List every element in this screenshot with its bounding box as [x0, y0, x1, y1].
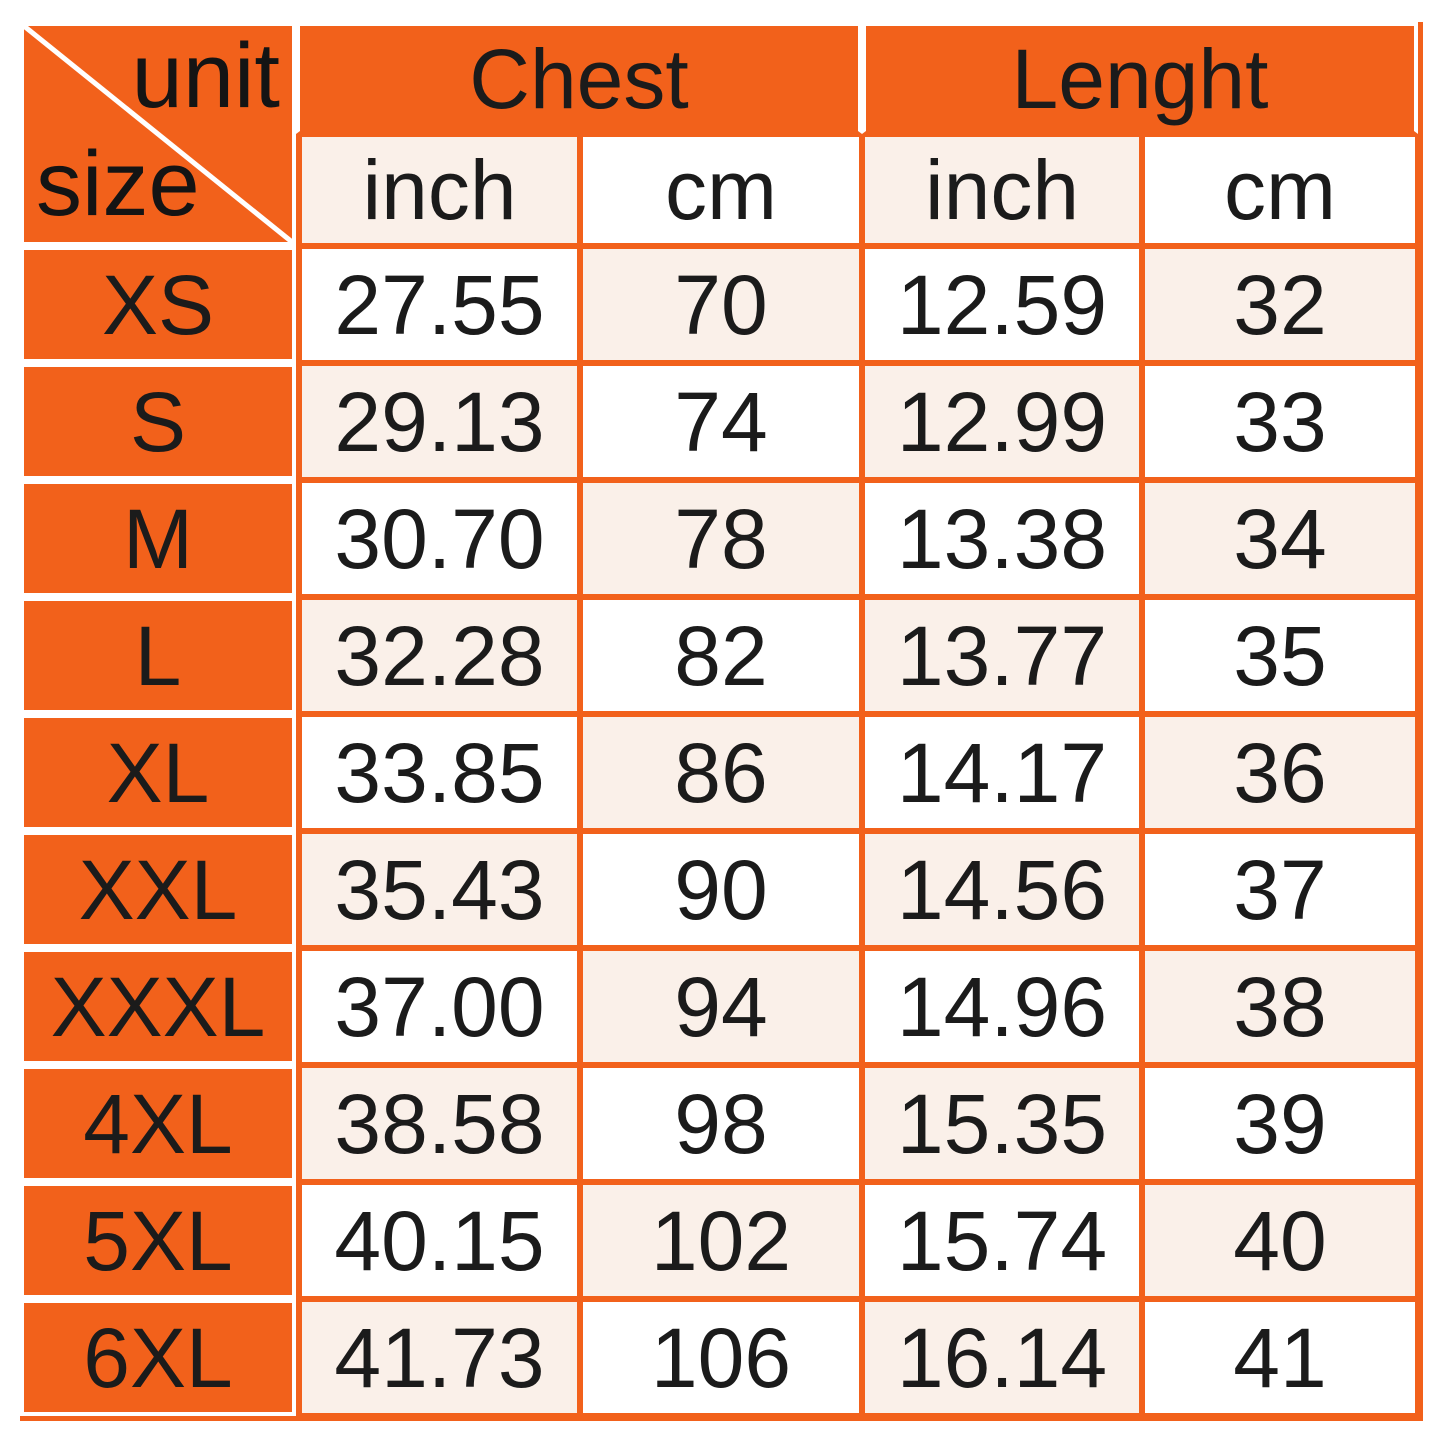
- size-row-label: S: [20, 363, 296, 480]
- data-cell: 94: [580, 948, 862, 1065]
- data-cell: 16.14: [862, 1299, 1142, 1416]
- unit-header-lenght-inch: inch: [862, 134, 1142, 246]
- data-cell: 38.58: [296, 1065, 580, 1182]
- data-cell: 35.43: [296, 831, 580, 948]
- data-cell: 15.35: [862, 1065, 1142, 1182]
- data-cell: 34: [1142, 480, 1418, 597]
- data-cell: 41: [1142, 1299, 1418, 1416]
- data-cell: 40: [1142, 1182, 1418, 1299]
- data-cell: 14.17: [862, 714, 1142, 831]
- unit-header-lenght-cm: cm: [1142, 134, 1418, 246]
- data-cell: 39: [1142, 1065, 1418, 1182]
- data-cell: 32.28: [296, 597, 580, 714]
- data-cell: 37.00: [296, 948, 580, 1065]
- size-chart-table: unit size Chest Lenght inch cm inch cm X…: [20, 22, 1423, 1421]
- data-cell: 78: [580, 480, 862, 597]
- data-cell: 70: [580, 246, 862, 363]
- data-cell: 106: [580, 1299, 862, 1416]
- data-cell: 74: [580, 363, 862, 480]
- corner-cell: unit size: [20, 22, 296, 246]
- size-row-label: L: [20, 597, 296, 714]
- data-cell: 12.59: [862, 246, 1142, 363]
- data-cell: 33.85: [296, 714, 580, 831]
- data-cell: 37: [1142, 831, 1418, 948]
- data-cell: 14.56: [862, 831, 1142, 948]
- corner-unit-label: unit: [131, 25, 280, 127]
- data-cell: 98: [580, 1065, 862, 1182]
- size-row-label: XS: [20, 246, 296, 363]
- data-cell: 102: [580, 1182, 862, 1299]
- corner-size-label: size: [36, 133, 200, 235]
- data-cell: 29.13: [296, 363, 580, 480]
- data-cell: 32: [1142, 246, 1418, 363]
- data-cell: 14.96: [862, 948, 1142, 1065]
- data-cell: 36: [1142, 714, 1418, 831]
- data-cell: 82: [580, 597, 862, 714]
- unit-header-chest-cm: cm: [580, 134, 862, 246]
- data-cell: 90: [580, 831, 862, 948]
- size-row-label: M: [20, 480, 296, 597]
- column-group-chest: Chest: [296, 22, 862, 134]
- data-cell: 40.15: [296, 1182, 580, 1299]
- size-row-label: XXXL: [20, 948, 296, 1065]
- data-cell: 33: [1142, 363, 1418, 480]
- data-cell: 13.38: [862, 480, 1142, 597]
- size-row-label: 4XL: [20, 1065, 296, 1182]
- size-row-label: XXL: [20, 831, 296, 948]
- size-row-label: 6XL: [20, 1299, 296, 1416]
- diagonal-divider-line: [24, 26, 292, 242]
- column-group-lenght: Lenght: [862, 22, 1418, 134]
- data-cell: 15.74: [862, 1182, 1142, 1299]
- data-cell: 38: [1142, 948, 1418, 1065]
- data-cell: 41.73: [296, 1299, 580, 1416]
- size-row-label: XL: [20, 714, 296, 831]
- unit-header-chest-inch: inch: [296, 134, 580, 246]
- data-cell: 13.77: [862, 597, 1142, 714]
- data-cell: 30.70: [296, 480, 580, 597]
- data-cell: 27.55: [296, 246, 580, 363]
- size-row-label: 5XL: [20, 1182, 296, 1299]
- data-cell: 86: [580, 714, 862, 831]
- data-cell: 12.99: [862, 363, 1142, 480]
- data-cell: 35: [1142, 597, 1418, 714]
